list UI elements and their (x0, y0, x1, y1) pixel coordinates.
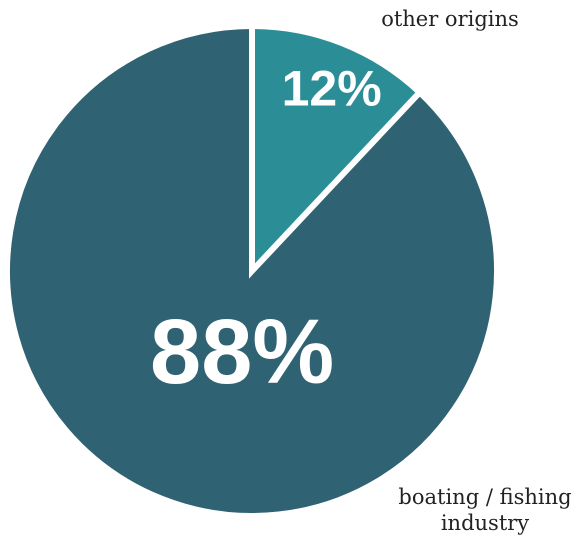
pie-slice (4, 22, 500, 519)
category-label: boating / fishing industry (398, 485, 572, 535)
category-label: other origins (381, 7, 519, 31)
value-label: 12% (282, 60, 382, 116)
value-label: 88% (150, 301, 334, 403)
pie-slice (249, 22, 424, 279)
